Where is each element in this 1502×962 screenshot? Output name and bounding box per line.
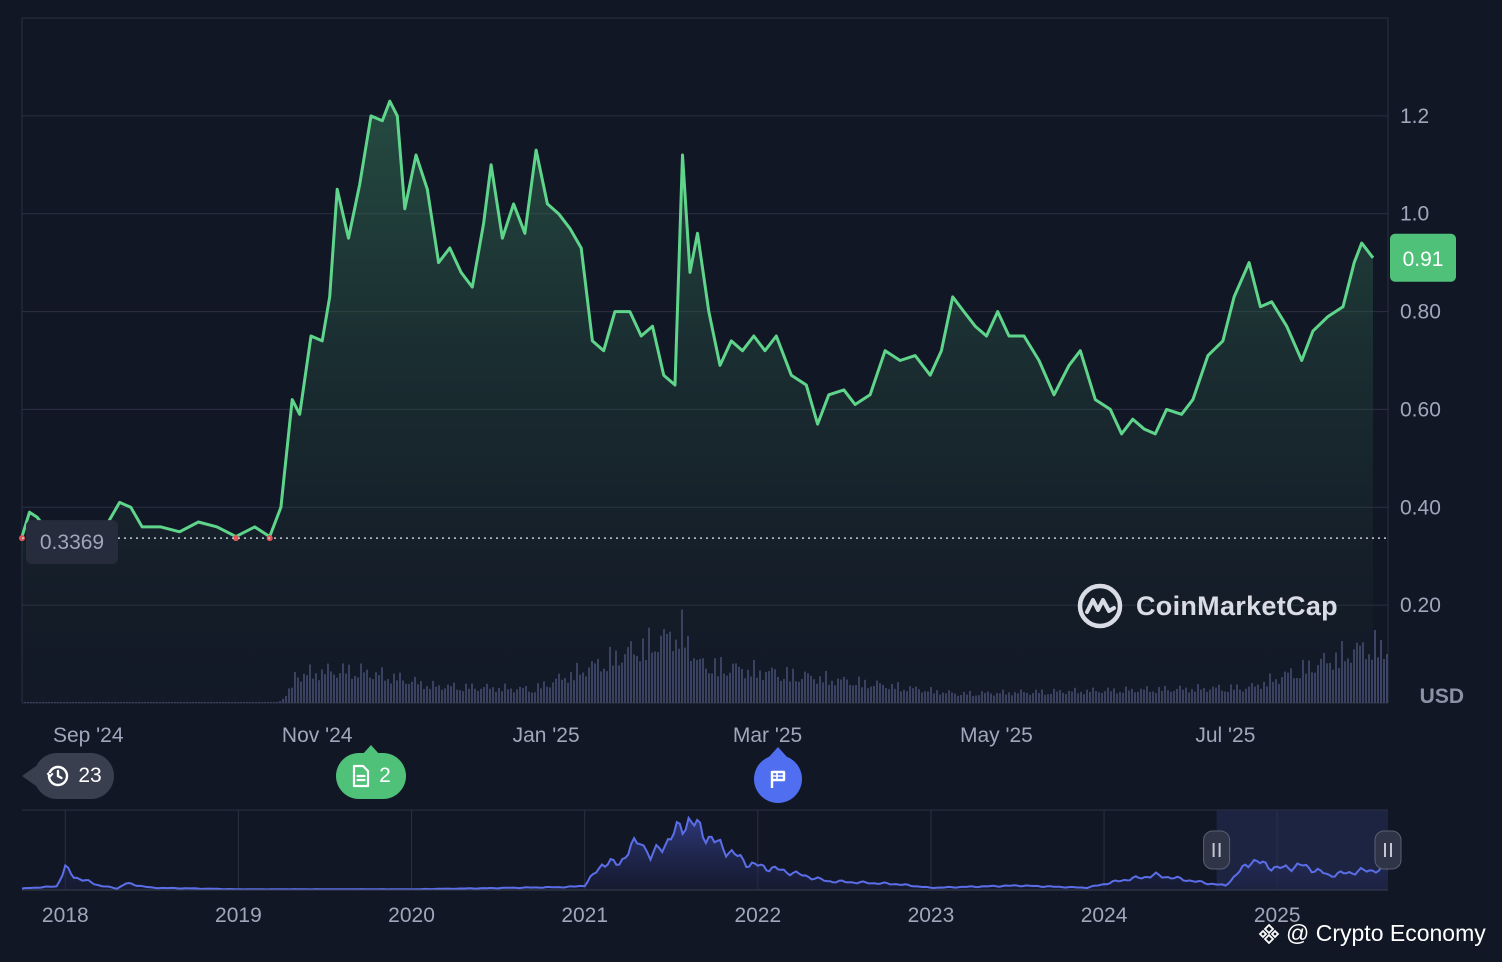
navigator-area (22, 818, 1388, 890)
x-tick-label: Jul '25 (1195, 724, 1255, 747)
document-icon (353, 764, 370, 788)
volume-bar (1383, 659, 1385, 703)
current-price-tag (1390, 233, 1456, 282)
flag-icon (770, 770, 786, 788)
price-line (20, 99, 1375, 539)
coinmarketcap-logo: CoinMarketCap (1076, 582, 1338, 630)
range-navigator[interactable]: 2018 2019 2020 2021 2022 2023 2024 2025 (21, 809, 1402, 927)
navigator-tick-label: 2020 (388, 904, 435, 927)
volume-bar (1377, 657, 1379, 703)
binance-icon (1258, 923, 1280, 944)
event-flag-badge[interactable] (754, 747, 802, 803)
y-axis: 0.20 0.40 0.60 0.80 1.0 1.2 (1400, 105, 1441, 617)
navigator-tick-label: 2022 (734, 904, 781, 927)
reference-price-line: 0.3369 0.91 (22, 233, 1456, 565)
reference-price-label: 0.3369 (40, 531, 104, 554)
watermark-text: @ Crypto Economy (1286, 920, 1486, 946)
y-tick-label: 0.80 (1400, 301, 1441, 324)
y-tick-label: 1.2 (1400, 105, 1429, 128)
y-tick-label: 0.40 (1400, 496, 1441, 519)
x-axis: Sep '24 Nov '24 Jan '25 Mar '25 May '25 Jul '… (53, 724, 1255, 747)
navigator-tick-label: 2021 (561, 904, 608, 927)
y-tick-label: 0.20 (1400, 594, 1441, 617)
navigator-right-handle[interactable] (1374, 830, 1402, 870)
navigator-tick-label: 2024 (1081, 904, 1128, 927)
x-tick-label: Mar '25 (733, 724, 802, 747)
x-tick-label: Jan '25 (513, 724, 580, 747)
navigator-line (21, 815, 1389, 891)
volume-bar (1386, 654, 1388, 703)
y-tick-label: 1.0 (1400, 203, 1429, 226)
y-tick-label: 0.60 (1400, 398, 1441, 421)
news-count: 2 (379, 764, 391, 787)
watermark: @ Crypto Economy (1258, 920, 1486, 947)
history-badge[interactable]: 23 (22, 753, 114, 799)
reference-price-tag (26, 520, 118, 565)
volume-bar (1374, 629, 1376, 703)
coinmarketcap-logo-icon (1077, 583, 1123, 629)
navigator-tick-label: 2025 (1254, 904, 1301, 927)
history-count: 23 (78, 764, 102, 787)
news-badge[interactable]: 2 (336, 745, 406, 799)
x-tick-label: Sep '24 (53, 724, 124, 747)
price-area-fill (22, 101, 1373, 703)
currency-label: USD (1420, 685, 1464, 708)
navigator-tick-label: 2023 (908, 904, 955, 927)
navigator-tick-label: 2018 (42, 904, 89, 927)
navigator-left-handle[interactable] (1203, 830, 1231, 870)
x-tick-label: Nov '24 (282, 724, 353, 747)
volume-bar (1380, 639, 1382, 703)
x-tick-label: May '25 (960, 724, 1033, 747)
coinmarketcap-logo-text: CoinMarketCap (1136, 590, 1338, 621)
current-price-label: 0.91 (1403, 248, 1444, 271)
navigator-tick-label: 2019 (215, 904, 262, 927)
history-icon (46, 765, 69, 787)
below-reference-point (232, 535, 239, 542)
